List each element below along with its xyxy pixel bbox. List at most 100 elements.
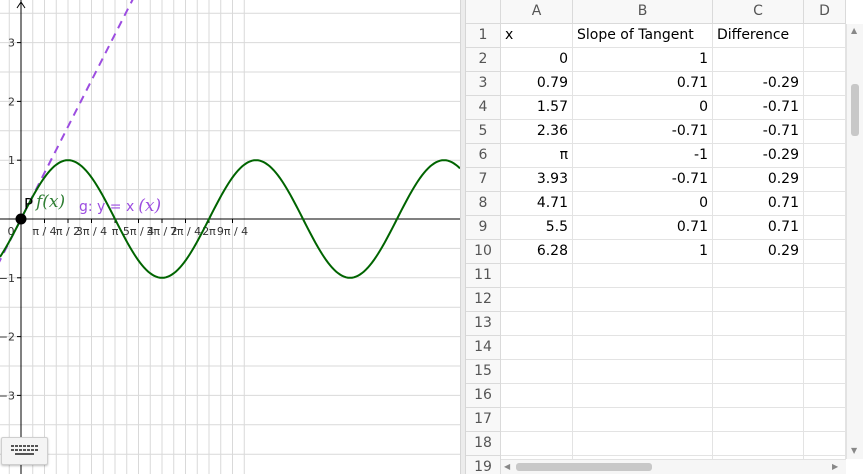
row-header[interactable]: 5 xyxy=(466,120,501,144)
row-header[interactable]: 19 xyxy=(466,456,501,474)
spreadsheet-cell[interactable] xyxy=(804,408,846,432)
scroll-left-icon[interactable]: ◀ xyxy=(504,462,511,471)
spreadsheet-cell[interactable]: 0.71 xyxy=(573,216,713,240)
spreadsheet-cell[interactable] xyxy=(573,312,713,336)
spreadsheet-cell[interactable]: 0 xyxy=(573,96,713,120)
spreadsheet-cell[interactable]: 0.71 xyxy=(713,216,804,240)
spreadsheet-cell[interactable] xyxy=(501,408,573,432)
spreadsheet-cell[interactable] xyxy=(573,432,713,456)
row-header[interactable]: 18 xyxy=(466,432,501,456)
spreadsheet-cell[interactable] xyxy=(573,360,713,384)
spreadsheet-cell[interactable]: 2.36 xyxy=(501,120,573,144)
row-header[interactable]: 3 xyxy=(466,72,501,96)
row-header[interactable]: 1 xyxy=(466,24,501,48)
spreadsheet-cell[interactable]: 0.29 xyxy=(713,240,804,264)
spreadsheet-cell[interactable] xyxy=(804,24,846,48)
spreadsheet-cell[interactable] xyxy=(501,384,573,408)
scroll-right-icon[interactable]: ▶ xyxy=(832,462,839,471)
horizontal-scrollbar[interactable]: ◀ ▶ xyxy=(501,459,846,474)
spreadsheet-cell[interactable]: 3.93 xyxy=(501,168,573,192)
row-header[interactable]: 17 xyxy=(466,408,501,432)
spreadsheet-cell[interactable] xyxy=(501,432,573,456)
row-header[interactable]: 11 xyxy=(466,264,501,288)
spreadsheet-cell[interactable] xyxy=(713,408,804,432)
horizontal-scroll-thumb[interactable] xyxy=(516,463,652,471)
spreadsheet-cell[interactable] xyxy=(804,312,846,336)
scroll-down-icon[interactable]: ▼ xyxy=(851,446,858,455)
spreadsheet-cell[interactable]: Difference xyxy=(713,24,804,48)
spreadsheet-cell[interactable]: 1 xyxy=(573,48,713,72)
spreadsheet-cell[interactable] xyxy=(713,432,804,456)
view-divider[interactable] xyxy=(460,0,466,474)
column-header-c[interactable]: C xyxy=(713,0,804,24)
spreadsheet-cell[interactable] xyxy=(804,240,846,264)
vertical-scrollbar[interactable]: ▲ ▼ xyxy=(846,24,863,459)
spreadsheet-cell[interactable] xyxy=(713,264,804,288)
spreadsheet-cell[interactable]: 0.71 xyxy=(713,192,804,216)
spreadsheet-corner[interactable] xyxy=(466,0,501,24)
spreadsheet-cell[interactable] xyxy=(804,384,846,408)
spreadsheet-cell[interactable] xyxy=(713,288,804,312)
spreadsheet-cell[interactable] xyxy=(573,408,713,432)
spreadsheet-cell[interactable]: Slope of Tangent xyxy=(573,24,713,48)
spreadsheet-cell[interactable]: 0.29 xyxy=(713,168,804,192)
spreadsheet-view[interactable]: A B C D 1 x Slope of Tangent Difference 2 0 1 3 0.79… xyxy=(466,0,863,474)
spreadsheet-cell[interactable]: 1 xyxy=(573,240,713,264)
spreadsheet-cell[interactable] xyxy=(804,360,846,384)
spreadsheet-cell[interactable]: 0.71 xyxy=(573,72,713,96)
spreadsheet-cell[interactable] xyxy=(804,216,846,240)
spreadsheet-cell[interactable] xyxy=(804,192,846,216)
row-header[interactable]: 6 xyxy=(466,144,501,168)
spreadsheet-cell[interactable] xyxy=(501,360,573,384)
row-header[interactable]: 15 xyxy=(466,360,501,384)
spreadsheet-cell[interactable] xyxy=(804,264,846,288)
spreadsheet-cell[interactable] xyxy=(804,144,846,168)
column-header-b[interactable]: B xyxy=(573,0,713,24)
row-header[interactable]: 14 xyxy=(466,336,501,360)
column-header-a[interactable]: A xyxy=(501,0,573,24)
spreadsheet-cell[interactable]: 6.28 xyxy=(501,240,573,264)
spreadsheet-cell[interactable]: -0.71 xyxy=(573,120,713,144)
keyboard-button[interactable] xyxy=(1,437,48,465)
spreadsheet-cell[interactable]: 0.79 xyxy=(501,72,573,96)
spreadsheet-cell[interactable] xyxy=(573,264,713,288)
spreadsheet-cell[interactable] xyxy=(804,48,846,72)
scroll-up-icon[interactable]: ▲ xyxy=(851,26,858,35)
spreadsheet-cell[interactable]: 1.57 xyxy=(501,96,573,120)
spreadsheet-cell[interactable]: x xyxy=(501,24,573,48)
spreadsheet-cell[interactable] xyxy=(713,336,804,360)
vertical-scroll-thumb[interactable] xyxy=(851,84,859,136)
row-header[interactable]: 9 xyxy=(466,216,501,240)
spreadsheet-cell[interactable] xyxy=(501,336,573,360)
spreadsheet-cell[interactable]: 5.5 xyxy=(501,216,573,240)
spreadsheet-cell[interactable]: -0.71 xyxy=(713,120,804,144)
spreadsheet-cell[interactable] xyxy=(501,312,573,336)
spreadsheet-cell[interactable]: -0.71 xyxy=(573,168,713,192)
row-header[interactable]: 10 xyxy=(466,240,501,264)
row-header[interactable]: 13 xyxy=(466,312,501,336)
spreadsheet-cell[interactable] xyxy=(804,72,846,96)
spreadsheet-cell[interactable]: -1 xyxy=(573,144,713,168)
spreadsheet-cell[interactable] xyxy=(501,288,573,312)
spreadsheet-cell[interactable] xyxy=(573,336,713,360)
spreadsheet-cell[interactable]: -0.71 xyxy=(713,96,804,120)
column-header-d[interactable]: D xyxy=(804,0,846,24)
spreadsheet-cell[interactable] xyxy=(713,312,804,336)
spreadsheet-cell[interactable] xyxy=(804,120,846,144)
spreadsheet-cell[interactable]: -0.29 xyxy=(713,72,804,96)
row-header[interactable]: 12 xyxy=(466,288,501,312)
row-header[interactable]: 16 xyxy=(466,384,501,408)
spreadsheet-cell[interactable]: 0 xyxy=(501,48,573,72)
spreadsheet-cell[interactable] xyxy=(713,384,804,408)
spreadsheet-cell[interactable] xyxy=(804,168,846,192)
row-header[interactable]: 8 xyxy=(466,192,501,216)
spreadsheet-cell[interactable]: -0.29 xyxy=(713,144,804,168)
spreadsheet-cell[interactable] xyxy=(713,360,804,384)
spreadsheet-cell[interactable] xyxy=(804,288,846,312)
row-header[interactable]: 4 xyxy=(466,96,501,120)
spreadsheet-cell[interactable]: π xyxy=(501,144,573,168)
spreadsheet-cell[interactable] xyxy=(713,48,804,72)
spreadsheet-cell[interactable] xyxy=(573,384,713,408)
